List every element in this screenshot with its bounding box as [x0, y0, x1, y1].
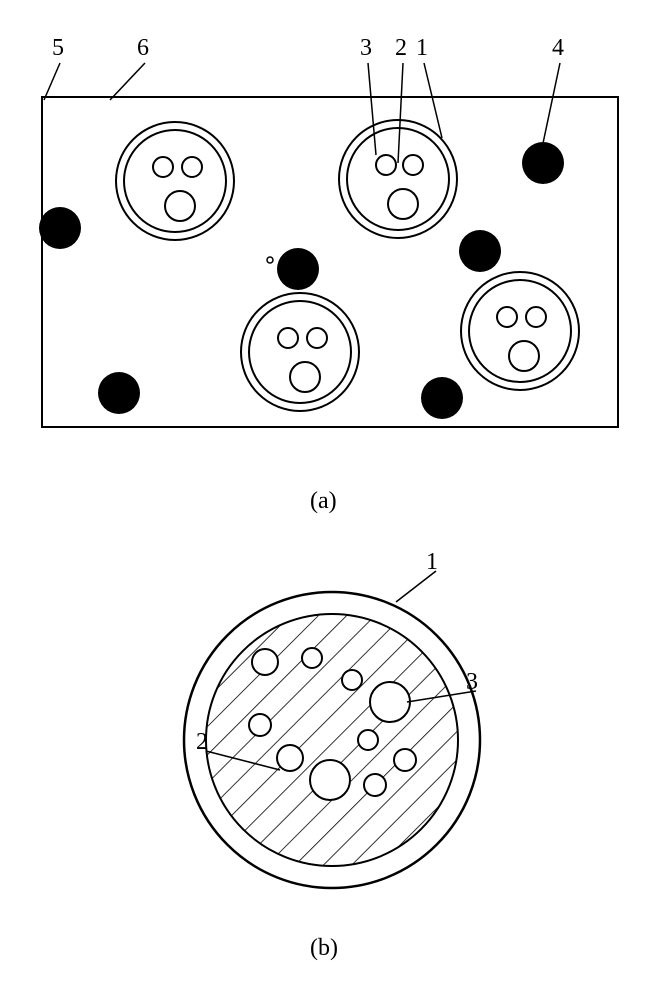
label-1a: 1 — [416, 35, 428, 61]
black-dot-2 — [459, 230, 501, 272]
black-dot-1 — [277, 248, 319, 290]
figb-inner — [206, 614, 458, 866]
figb-bubble-5 — [277, 745, 303, 771]
figb-bubble-3 — [370, 682, 410, 722]
capsule-inner-1 — [347, 128, 449, 230]
capsule-1-bubble-1 — [403, 155, 423, 175]
label-3b: 3 — [466, 669, 478, 695]
black-dot-3 — [522, 142, 564, 184]
caption-b: (b) — [310, 935, 338, 962]
label-2b: 2 — [196, 729, 208, 755]
label-5: 5 — [52, 35, 64, 61]
capsule-1-bubble-2 — [388, 189, 418, 219]
capsule-2-bubble-1 — [307, 328, 327, 348]
capsule-0-bubble-0 — [153, 157, 173, 177]
capsule-outer-3 — [461, 272, 579, 390]
capsule-0-bubble-2 — [165, 191, 195, 221]
figb-bubble-6 — [310, 760, 350, 800]
figb-bubble-8 — [394, 749, 416, 771]
figb-bubble-1 — [302, 648, 322, 668]
figb-bubble-7 — [364, 774, 386, 796]
label-4: 4 — [552, 35, 564, 61]
figb-bubble-4 — [249, 714, 271, 736]
capsule-inner-0 — [124, 130, 226, 232]
caption-a: (a) — [310, 488, 337, 515]
leader-2a — [398, 63, 403, 163]
figb-bubble-0 — [252, 649, 278, 675]
leader-6 — [110, 63, 145, 100]
label-1b: 1 — [426, 549, 438, 575]
label-3a: 3 — [360, 35, 372, 61]
capsule-outer-0 — [116, 122, 234, 240]
leader-5 — [44, 63, 60, 100]
capsule-outer-2 — [241, 293, 359, 411]
capsule-2-bubble-0 — [278, 328, 298, 348]
tiny-dot — [267, 257, 273, 263]
label-2a: 2 — [395, 35, 407, 61]
capsule-outer-1 — [339, 120, 457, 238]
black-dot-5 — [421, 377, 463, 419]
leader-3a — [368, 63, 376, 155]
black-dot-0 — [39, 207, 81, 249]
figb-bubble-2 — [342, 670, 362, 690]
capsule-0-bubble-1 — [182, 157, 202, 177]
capsule-2-bubble-2 — [290, 362, 320, 392]
capsule-inner-2 — [249, 301, 351, 403]
capsule-3-bubble-1 — [526, 307, 546, 327]
capsule-inner-3 — [469, 280, 571, 382]
capsule-3-bubble-2 — [509, 341, 539, 371]
capsule-3-bubble-0 — [497, 307, 517, 327]
leader-4 — [542, 63, 560, 148]
capsule-1-bubble-0 — [376, 155, 396, 175]
leader-1b — [396, 571, 436, 602]
figb-bubble-9 — [358, 730, 378, 750]
label-6: 6 — [137, 35, 149, 61]
black-dot-4 — [98, 372, 140, 414]
